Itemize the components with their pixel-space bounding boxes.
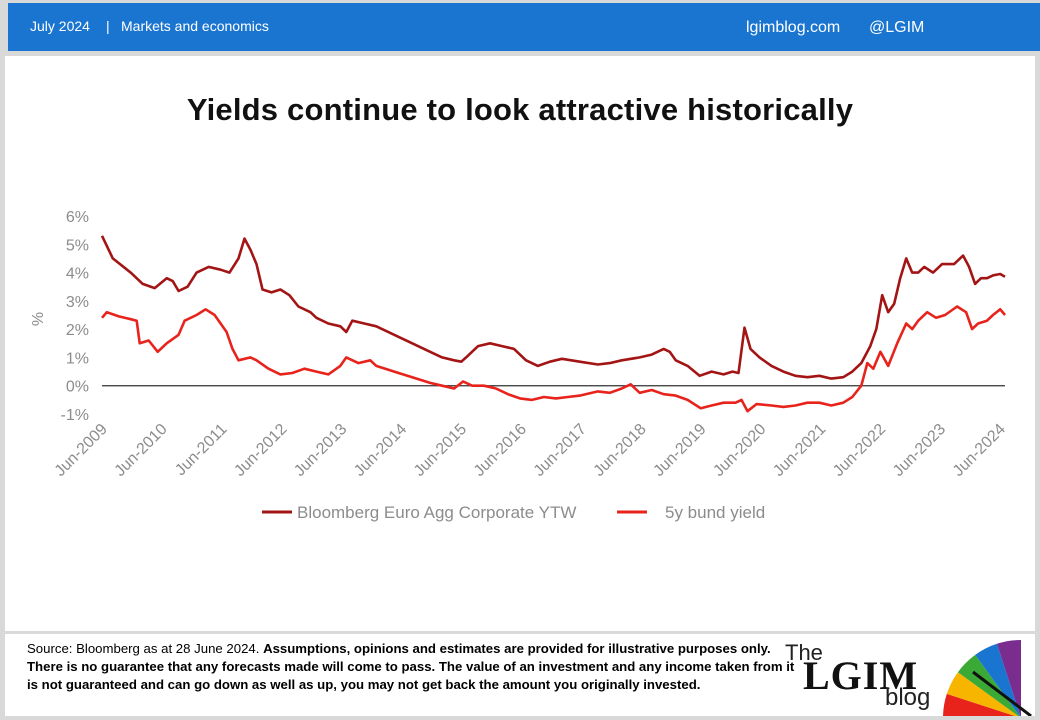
x-tick-label: Jun-2011: [172, 421, 230, 479]
source-text: Source: Bloomberg as at 28 June 2024.: [27, 641, 264, 656]
x-tick-label: Jun-2009: [52, 421, 111, 480]
x-tick-label: Jun-2019: [650, 421, 709, 480]
series-line-1: [101, 305, 1006, 413]
umbrella-logo-icon: [943, 639, 1032, 716]
y-tick-label: 6%: [66, 209, 89, 226]
x-tick-label: Jun-2014: [351, 421, 410, 480]
post-date: July 2024: [30, 18, 90, 34]
x-tick-label: Jun-2013: [291, 421, 350, 480]
series-line-0: [100, 235, 1006, 380]
x-tick-label: Jun-2016: [471, 421, 530, 480]
y-tick-label: 2%: [66, 322, 89, 339]
header-separator: |: [106, 18, 110, 34]
umbrella-segment: [946, 672, 1019, 716]
x-tick-label: Jun-2020: [710, 421, 769, 480]
umbrella-segment: [996, 639, 1021, 716]
source-note: Source: Bloomberg as at 28 June 2024. As…: [27, 640, 807, 694]
site-link[interactable]: lgimblog.com: [746, 19, 841, 36]
y-tick-label: 5%: [66, 237, 89, 254]
umbrella-segment: [943, 693, 1015, 716]
x-tick-label: Jun-2023: [890, 421, 949, 480]
logo-lgim: LGIM: [803, 653, 919, 698]
top-banner: July 2024 | Markets and economics lgimbl…: [8, 3, 1040, 51]
x-tick-label: Jun-2022: [830, 421, 889, 480]
x-tick-label: Jun-2017: [531, 421, 590, 480]
x-tick-label: Jun-2021: [770, 421, 829, 480]
y-tick-label: -1%: [61, 407, 89, 424]
y-tick-label: 4%: [66, 266, 89, 283]
y-tick-label: 1%: [66, 350, 89, 367]
footer: Source: Bloomberg as at 28 June 2024. As…: [5, 634, 1035, 716]
x-tick-label: Jun-2018: [591, 421, 650, 480]
umbrella-stick: [972, 670, 1032, 716]
line-chart: -1%0%1%2%3%4%5%6%%Jun-2009 Jun-2010 Jun-20…: [30, 209, 1009, 522]
y-tick-label: 3%: [66, 294, 89, 311]
x-tick-label: Jun-2012: [231, 421, 290, 480]
legend-label: Bloomberg Euro Agg Corporate YTW: [297, 503, 576, 522]
category-link[interactable]: Markets and economics: [121, 18, 269, 34]
chart-title: Yields continue to look attractive histo…: [186, 92, 854, 127]
y-tick-label: 0%: [66, 379, 89, 396]
x-tick-label: Jun-2015: [411, 421, 470, 480]
x-tick-label: Jun-2010: [112, 421, 171, 480]
disclaimer-text: Assumptions, opinions and estimates are …: [27, 641, 795, 692]
chart-panel: Yields continue to look attractive histo…: [5, 56, 1035, 631]
logo-the: The: [785, 640, 823, 665]
x-tick-label: Jun-2024: [950, 421, 1009, 480]
twitter-handle-link[interactable]: @LGIM: [869, 19, 925, 36]
logo-blog: blog: [885, 684, 931, 711]
y-axis-label: %: [30, 312, 47, 326]
legend-label: 5y bund yield: [665, 503, 765, 522]
